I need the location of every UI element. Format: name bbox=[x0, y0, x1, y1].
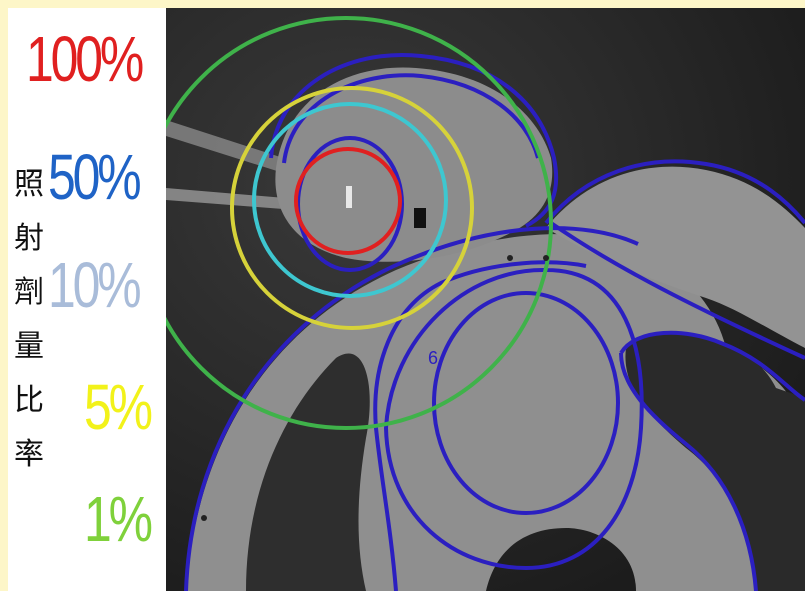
dark-canal bbox=[246, 353, 370, 591]
contour-right bbox=[544, 159, 805, 225]
dose-legend: 100% 50% 10% 5% 1% 照 射 劑 量 比 率 bbox=[8, 8, 166, 591]
caption-char: 射 bbox=[14, 221, 44, 256]
legend-1-percent: 1% bbox=[84, 483, 153, 555]
contour-body-inner bbox=[373, 260, 587, 591]
contour-body bbox=[184, 226, 639, 591]
marker-dot bbox=[201, 515, 207, 521]
contour-right-diag bbox=[549, 221, 805, 360]
isodose-1-percent bbox=[166, 16, 553, 430]
ct-scan-image: 6 bbox=[166, 8, 805, 591]
isodose-5-percent bbox=[230, 86, 474, 330]
isodose-10-percent bbox=[252, 102, 448, 298]
marker-dot bbox=[543, 255, 549, 261]
legend-100-percent: 100% bbox=[26, 23, 144, 95]
caption-char: 量 bbox=[14, 329, 44, 364]
bone-structure-right bbox=[546, 166, 805, 348]
legend-vertical-caption: 照 射 劑 量 比 率 bbox=[12, 158, 46, 482]
contour-right-cavity bbox=[619, 330, 805, 402]
legend-50-percent: 50% bbox=[48, 141, 142, 213]
dark-cavity bbox=[625, 332, 805, 591]
needle-tip bbox=[346, 186, 352, 208]
caption-char: 比 bbox=[14, 383, 44, 418]
caption-char: 照 bbox=[14, 167, 44, 202]
bone-structure-upper bbox=[275, 67, 553, 262]
contour-center-oval bbox=[432, 291, 620, 515]
legend-5-percent: 5% bbox=[84, 371, 153, 443]
marker-dot bbox=[507, 255, 513, 261]
contour-label: 6 bbox=[428, 348, 438, 368]
isodose-100-percent bbox=[294, 147, 402, 255]
contour-center-outer bbox=[383, 267, 644, 571]
caption-char: 率 bbox=[14, 437, 44, 472]
legend-10-percent: 10% bbox=[48, 249, 142, 321]
needle-hub bbox=[414, 208, 426, 228]
contour-right-lower bbox=[619, 352, 758, 591]
caption-char: 劑 bbox=[14, 275, 44, 310]
contour-upper bbox=[269, 53, 559, 228]
